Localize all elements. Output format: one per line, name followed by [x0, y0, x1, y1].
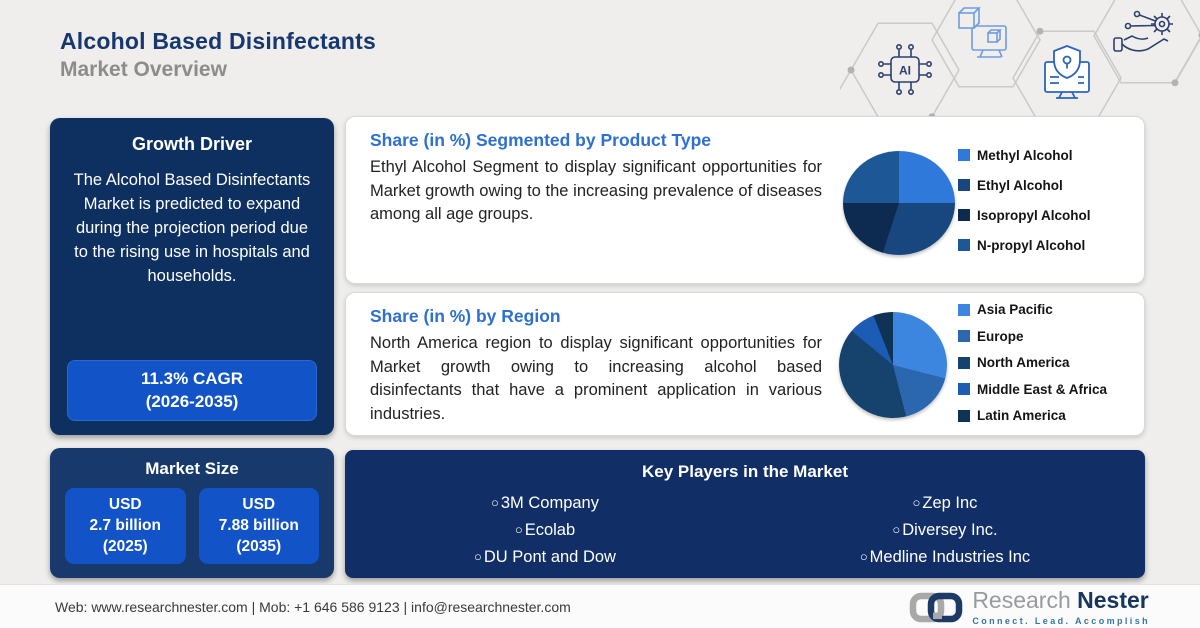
bullet-icon: ○	[859, 549, 868, 564]
bullet-icon: ○	[514, 522, 523, 537]
legend-label: Latin America	[977, 408, 1066, 423]
security-monitor-icon	[1044, 45, 1090, 99]
bullet-icon: ○	[912, 495, 921, 510]
legend-item: Methyl Alcohol	[958, 145, 1091, 165]
market-size-panel: Market Size USD 2.7 billion (2025) USD 7…	[50, 448, 334, 578]
market-size-2025-box: USD 2.7 billion (2025)	[65, 488, 186, 564]
key-player-name: Diversey Inc.	[902, 521, 998, 539]
header: Alcohol Based Disinfectants Market Overv…	[60, 28, 376, 82]
product-type-pie-chart	[843, 151, 955, 255]
region-card-text: North America region to display signific…	[370, 334, 822, 423]
key-player-name: Medline Industries Inc	[869, 548, 1031, 566]
key-player-item: ○ Medline Industries Inc	[745, 544, 1145, 571]
product-type-card-text: Ethyl Alcohol Segment to display signifi…	[370, 158, 822, 223]
legend-swatch-icon	[958, 330, 970, 342]
logo-tagline: Connect. Lead. Accomplish	[972, 616, 1150, 626]
legend-item: N-propyl Alcohol	[958, 235, 1091, 255]
legend-label: N-propyl Alcohol	[977, 237, 1086, 253]
bullet-icon: ○	[491, 495, 499, 510]
growth-driver-text: The Alcohol Based Disinfectants Market i…	[73, 171, 311, 285]
market-size-2025-year: (2025)	[102, 538, 148, 555]
key-player-name: 3M Company	[500, 494, 599, 512]
key-player-name: Ecolab	[524, 521, 576, 539]
region-pie-chart	[839, 312, 947, 418]
growth-driver-panel: Growth Driver The Alcohol Based Disinfec…	[50, 118, 334, 435]
legend-label: Asia Pacific	[977, 302, 1053, 317]
legend-item: Isopropyl Alcohol	[958, 205, 1091, 225]
legend-item: North America	[958, 353, 1107, 372]
legend-swatch-icon	[958, 303, 970, 316]
key-players-left-list: ○ 3M Company ○ Ecolab ○ DU Pont and Dow	[345, 490, 745, 571]
market-size-title: Market Size	[145, 459, 239, 478]
region-card-title: Share (in %) by Region	[370, 306, 561, 326]
3d-cube-monitor-icon	[958, 7, 1007, 58]
ai-chip-label: AI	[899, 64, 911, 78]
market-size-2025-value: 2.7 billion	[89, 517, 161, 534]
legend-label: North America	[977, 355, 1070, 370]
key-players-columns: ○ 3M Company ○ Ecolab ○ DU Pont and Dow ○ Ze…	[345, 490, 1145, 571]
key-player-item: ○ 3M Company	[345, 490, 745, 517]
product-type-card-title: Share (in %) Segmented by Product Type	[370, 130, 711, 150]
bullet-icon: ○	[892, 522, 901, 537]
currency-label: USD	[108, 496, 142, 513]
legend-item: Asia Pacific	[958, 300, 1107, 319]
cagr-value: 11.3% CAGR	[140, 369, 244, 388]
legend-label: Methyl Alcohol	[977, 147, 1073, 163]
chain-links-icon	[910, 592, 963, 622]
key-player-item: ○ Diversey Inc.	[745, 517, 1145, 544]
logo-text: Research Nester Connect. Lead. Accomplis…	[972, 587, 1150, 626]
logo-name-first: Research	[972, 587, 1071, 613]
legend-item: Europe	[958, 327, 1107, 346]
legend-label: Middle East & Africa	[977, 381, 1108, 397]
footer-bar: Web: www.researchnester.com | Mob: +1 64…	[0, 584, 1200, 628]
legend-label: Europe	[977, 328, 1024, 344]
legend-swatch-icon	[958, 209, 970, 221]
legend-swatch-icon	[958, 179, 970, 191]
legend-label: Isopropyl Alcohol	[977, 207, 1091, 223]
legend-label: Ethyl Alcohol	[977, 177, 1063, 193]
cagr-badge: 11.3% CAGR (2026-2035)	[67, 360, 317, 421]
growth-driver-title: Growth Driver	[131, 134, 253, 154]
key-players-panel: Key Players in the Market ○ 3M Company ○ E…	[345, 450, 1145, 578]
legend-swatch-icon	[958, 356, 970, 369]
legend-swatch-icon	[958, 409, 970, 422]
currency-label: USD	[242, 496, 276, 513]
page-subtitle: Market Overview	[60, 58, 227, 81]
key-players-title: Key Players in the Market	[642, 462, 848, 481]
legend-swatch-icon	[958, 383, 970, 395]
region-legend: Asia Pacific Europe North America Middle…	[958, 300, 1107, 433]
product-type-legend: Methyl Alcohol Ethyl Alcohol Isopropyl A…	[958, 145, 1091, 265]
market-size-2035-box: USD 7.88 billion (2035)	[198, 488, 319, 564]
key-player-item: ○ Ecolab	[345, 517, 745, 544]
logo-name-second: Nester	[1077, 587, 1149, 613]
key-player-name: DU Pont and Dow	[483, 548, 616, 566]
region-card: Share (in %) by Region North America reg…	[345, 292, 1145, 436]
market-size-boxes: USD 2.7 billion (2025) USD 7.88 billion …	[50, 488, 334, 564]
key-players-right-list: ○ Zep Inc ○ Diversey Inc. ○ Medline Industr…	[745, 490, 1145, 571]
legend-swatch-icon	[958, 239, 970, 251]
key-player-item: ○ DU Pont and Dow	[345, 544, 745, 571]
page-title: Alcohol Based Disinfectants	[60, 28, 376, 54]
legend-item: Ethyl Alcohol	[958, 175, 1091, 195]
bullet-icon: ○	[474, 549, 482, 564]
key-player-name: Zep Inc	[922, 494, 978, 512]
legend-item: Latin America	[958, 406, 1107, 425]
cagr-period: (2026-2035)	[145, 392, 239, 411]
product-type-card: Share (in %) Segmented by Product Type E…	[345, 116, 1145, 284]
market-size-2035-value: 7.88 billion	[218, 517, 299, 534]
key-player-item: ○ Zep Inc	[745, 490, 1145, 517]
automation-hand-gear-icon	[1113, 10, 1173, 52]
hexagon-tech-decoration: AI	[840, 0, 1200, 118]
research-nester-logo: Research Nester Connect. Lead. Accomplis…	[908, 587, 1150, 627]
legend-swatch-icon	[958, 149, 970, 161]
legend-item: Middle East & Africa	[958, 380, 1107, 399]
ai-chip-icon: AI	[877, 43, 933, 96]
contact-info: Web: www.researchnester.com | Mob: +1 64…	[55, 598, 571, 615]
market-size-2035-year: (2035)	[236, 538, 282, 555]
